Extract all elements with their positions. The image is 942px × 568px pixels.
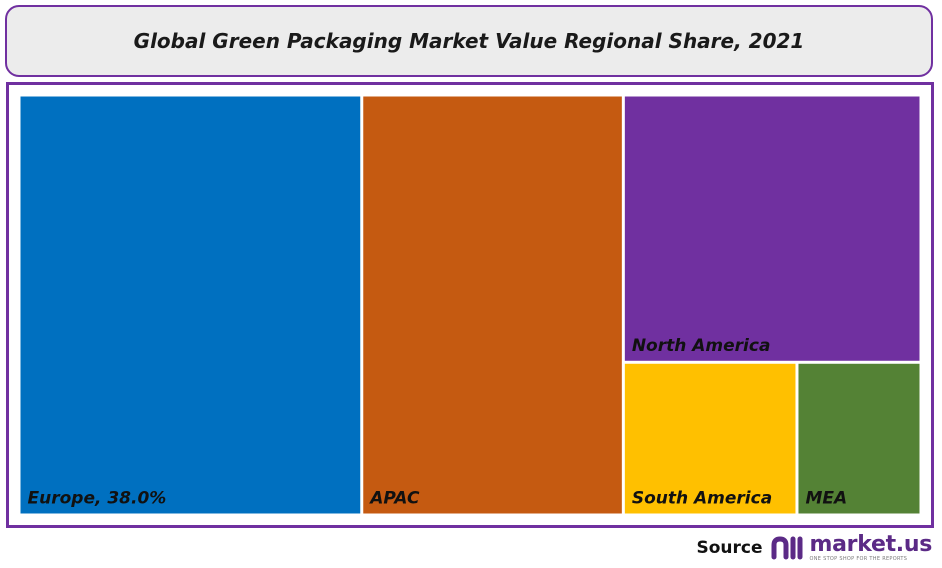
treemap-tile-mea [798,363,920,514]
treemap-label-south-america: South America [632,489,772,509]
treemap-tile-apac [363,96,622,514]
brand-logo: market.us ONE STOP SHOP FOR THE REPORTS [770,534,932,562]
treemap-frame: Europe, 38.0% APAC North America South Amer… [6,82,934,528]
chart-title-box: Global Green Packaging Market Value Regi… [5,5,933,77]
treemap-tile-south-america [624,363,796,514]
treemap-label-mea: MEA [805,489,847,509]
treemap-label-apac: APAC [368,489,420,509]
treemap-tile-europe [20,96,361,514]
chart-title: Global Green Packaging Market Value Regi… [133,29,805,53]
treemap-chart: Europe, 38.0% APAC North America South Amer… [20,96,920,514]
brand-tagline: ONE STOP SHOP FOR THE REPORTS [809,556,908,562]
source-footer: Source market.us ONE STOP SHOP FOR THE R… [696,533,932,563]
source-label: Source [696,538,763,558]
treemap-label-north-america: North America [632,336,771,356]
brand-name: market.us [809,532,932,557]
treemap-tile-north-america [624,96,920,361]
market-us-logo-icon [771,536,803,560]
treemap-label-europe: Europe, 38.0% [28,489,167,509]
